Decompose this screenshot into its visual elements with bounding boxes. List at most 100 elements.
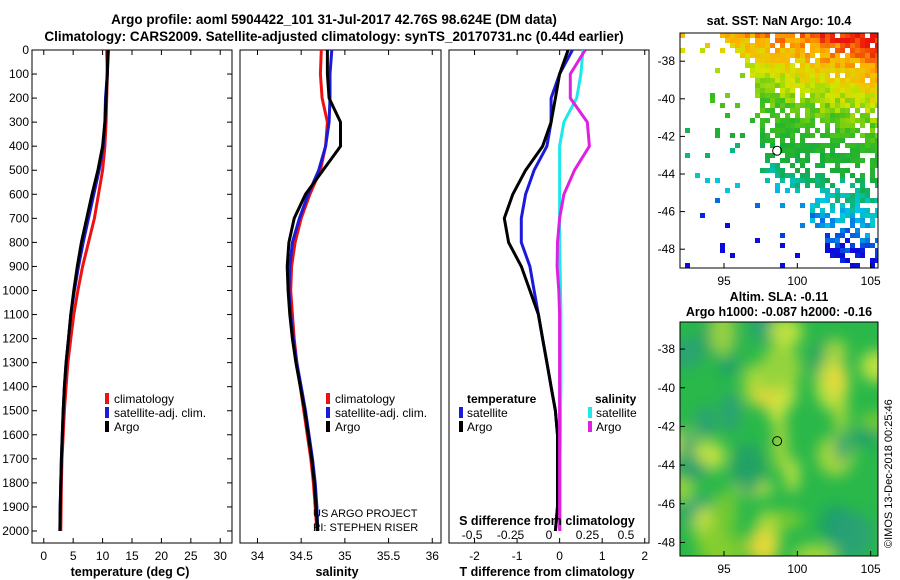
sst-cell: [725, 188, 730, 193]
x-tick-label: 34.5: [289, 549, 313, 563]
sst-cell: [850, 98, 855, 103]
sst-cell: [825, 158, 830, 163]
sla-blob: [708, 322, 736, 357]
x-tick-label: -1: [512, 549, 523, 563]
sst-cell: [875, 183, 878, 188]
sst-cell: [875, 103, 878, 108]
sst-cell: [805, 53, 810, 58]
sst-cell: [815, 43, 820, 48]
sst-cell: [780, 78, 785, 83]
sst-cell: [790, 103, 795, 108]
sst-cell: [870, 123, 875, 128]
sst-cell: [855, 58, 860, 63]
sst-cell: [790, 53, 795, 58]
sst-field: [680, 33, 878, 268]
x-tick-label: 100: [787, 562, 807, 576]
sst-cell: [835, 193, 840, 198]
sla-blob: [827, 365, 847, 396]
y-tick-label: 1000: [2, 283, 29, 297]
sla-map-title-line-1: Altim. SLA: -0.11: [730, 290, 829, 304]
legend-label-t-argo: Argo: [467, 420, 493, 434]
sst-cell: [790, 83, 795, 88]
sst-cell: [795, 83, 800, 88]
sst-cell: [860, 238, 865, 243]
sst-cell: [850, 148, 855, 153]
sst-cell: [835, 43, 840, 48]
sst-cell: [820, 93, 825, 98]
sst-cell: [775, 73, 780, 78]
sst-cell: [795, 53, 800, 58]
sst-cell: [845, 248, 850, 253]
sst-cell: [855, 53, 860, 58]
sst-cell: [850, 193, 855, 198]
sst-cell: [755, 63, 760, 68]
sst-cell: [820, 53, 825, 58]
difference-panel: -2 -1 0 1 2 -0.5 -0.25 0 0.25 0.5 temperature sal…: [448, 49, 650, 579]
sst-cell: [775, 93, 780, 98]
sst-cell: [835, 123, 840, 128]
sst-cell: [860, 88, 865, 93]
sst-cell: [725, 93, 730, 98]
sla-blob: [852, 427, 878, 447]
sst-cell: [850, 38, 855, 43]
sst-cell: [830, 143, 835, 148]
legend-swatch-climatology: [105, 393, 109, 404]
sst-cell: [810, 38, 815, 43]
sst-cell: [850, 118, 855, 123]
legend-label-t-satellite: satellite: [467, 406, 508, 420]
sst-cell: [795, 103, 800, 108]
sst-cell: [870, 98, 875, 103]
sst-cell: [875, 83, 878, 88]
sst-cell: [740, 73, 745, 78]
sst-cell: [870, 88, 875, 93]
sst-cell: [840, 168, 845, 173]
sst-cell: [815, 223, 820, 228]
sst-cell: [765, 83, 770, 88]
sst-cell: [860, 193, 865, 198]
sst-cell: [825, 238, 830, 243]
sst-cell: [775, 33, 780, 38]
sst-cell: [870, 218, 875, 223]
sst-cell: [825, 103, 830, 108]
sst-cell: [800, 58, 805, 63]
sst-cell: [815, 213, 820, 218]
sst-cell: [780, 133, 785, 138]
sst-cell: [835, 68, 840, 73]
sst-cell: [820, 208, 825, 213]
sst-cell: [865, 118, 870, 123]
sst-cell: [785, 143, 790, 148]
sst-cell: [860, 33, 865, 38]
sst-cell: [860, 248, 865, 253]
sst-cell: [835, 158, 840, 163]
sst-cell: [715, 178, 720, 183]
legend-label-satellite: satellite-adj. clim.: [335, 406, 427, 420]
sst-cell: [875, 258, 878, 263]
sst-cell: [720, 33, 725, 38]
sst-cell: [785, 188, 790, 193]
sst-cell: [800, 93, 805, 98]
x-tick-label: 0: [556, 549, 563, 563]
sst-cell: [825, 33, 830, 38]
sst-cell: [750, 33, 755, 38]
x-tick-label: -2: [469, 549, 480, 563]
sst-cell: [790, 48, 795, 53]
sst-cell: [785, 48, 790, 53]
sst-cell: [760, 93, 765, 98]
sst-cell: [835, 218, 840, 223]
sst-cell: [770, 168, 775, 173]
sst-cell: [765, 38, 770, 43]
sst-cell: [855, 118, 860, 123]
sst-cell: [855, 48, 860, 53]
sst-cell: [870, 38, 875, 43]
sst-cell: [710, 98, 715, 103]
sst-cell: [870, 63, 875, 68]
y-tick-label: 1600: [2, 428, 29, 442]
sst-cell: [825, 243, 830, 248]
sst-cell: [815, 93, 820, 98]
sst-cell: [800, 48, 805, 53]
sst-cell: [800, 53, 805, 58]
sst-cell: [865, 63, 870, 68]
sst-cell: [850, 83, 855, 88]
sst-cell: [810, 103, 815, 108]
